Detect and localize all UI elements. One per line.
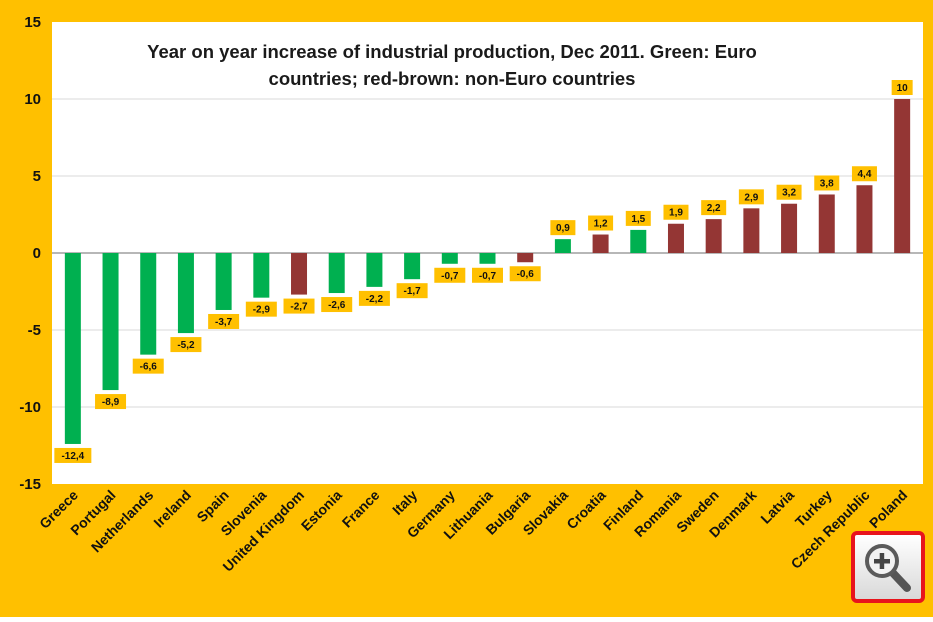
data-label: 10 — [897, 83, 909, 94]
data-label: -12,4 — [61, 451, 84, 462]
bar — [291, 253, 308, 295]
data-label-box — [434, 267, 466, 283]
bar — [743, 208, 760, 253]
bar — [140, 253, 157, 355]
data-label: 1,9 — [669, 208, 683, 219]
data-label: -1,7 — [403, 286, 421, 297]
data-label: 1,2 — [594, 219, 608, 230]
data-label-box — [851, 166, 877, 182]
y-axis-ticks: -15 -10 -5 0 5 10 15 — [19, 14, 41, 493]
bar — [479, 253, 496, 264]
data-label-box — [738, 189, 764, 205]
y-tick-label: -15 — [19, 476, 41, 493]
data-label-box — [588, 215, 614, 231]
bar — [894, 99, 911, 253]
data-label-box — [701, 200, 727, 216]
bar — [441, 253, 458, 264]
data-label: 0,9 — [556, 223, 570, 234]
data-label: -2,9 — [253, 305, 271, 316]
data-label: -0,7 — [479, 271, 497, 282]
data-label-box — [550, 220, 576, 236]
data-label-box — [358, 290, 390, 306]
data-label-box — [891, 80, 913, 95]
data-label-box — [509, 266, 541, 282]
data-label-box — [663, 204, 689, 220]
data-label: -2,7 — [290, 302, 308, 313]
bar — [630, 229, 647, 253]
data-label-box — [95, 394, 127, 410]
bar — [404, 253, 421, 280]
data-label: -5,2 — [177, 340, 195, 351]
bar — [781, 203, 798, 253]
chart-title-line-1: Year on year increase of industrial prod… — [147, 41, 757, 62]
chart-title-line-2: countries; red-brown: non-Euro countries — [269, 68, 636, 89]
data-label-box — [208, 313, 240, 329]
bar — [667, 223, 684, 253]
y-tick-label: 10 — [24, 91, 41, 108]
bar — [517, 253, 534, 263]
zoom-button[interactable] — [851, 531, 925, 603]
bar — [102, 253, 119, 391]
data-label-box — [472, 267, 503, 283]
data-label: -2,6 — [328, 300, 346, 311]
data-label: -6,6 — [140, 362, 158, 373]
bar — [64, 253, 81, 444]
data-label: 3,2 — [782, 188, 796, 199]
data-label-box — [321, 297, 353, 313]
data-label: -2,2 — [366, 294, 384, 305]
bar — [177, 253, 194, 334]
bar — [705, 219, 722, 253]
data-label-box — [283, 298, 315, 314]
bar — [366, 253, 383, 287]
bar — [856, 185, 873, 253]
bar — [554, 239, 571, 253]
bar — [592, 234, 609, 253]
data-label-box — [54, 447, 92, 463]
data-label: -0,7 — [441, 271, 459, 282]
data-labels: -12,4 -8,9 -6,6 -5,2 -3,7 -2,9 -2,7 -2,6 -2,2 -1,… — [54, 80, 913, 463]
bar — [253, 253, 270, 298]
magnifier-plus-icon — [865, 544, 911, 592]
data-label: 2,2 — [707, 203, 721, 214]
data-label: 4,4 — [858, 169, 872, 180]
data-label-box — [776, 184, 802, 200]
y-tick-label: -5 — [28, 322, 41, 339]
y-tick-label: 0 — [33, 245, 41, 262]
bars — [64, 99, 911, 444]
data-label: 3,8 — [820, 178, 834, 189]
data-label-box — [170, 337, 202, 353]
bar — [328, 253, 345, 294]
data-label-box — [132, 358, 164, 374]
data-label-box — [625, 210, 651, 226]
data-label-box — [245, 301, 277, 317]
bar — [818, 194, 835, 253]
bar — [215, 253, 232, 310]
data-label: 1,5 — [631, 214, 645, 225]
data-label: -0,6 — [517, 269, 535, 280]
data-label-box — [396, 283, 428, 299]
data-label-box — [814, 175, 840, 191]
data-label: 2,9 — [744, 192, 758, 203]
data-label: -8,9 — [102, 397, 120, 408]
data-label: -3,7 — [215, 317, 233, 328]
y-tick-label: 5 — [33, 168, 41, 185]
y-tick-label: -10 — [19, 399, 41, 416]
y-tick-label: 15 — [24, 14, 41, 31]
